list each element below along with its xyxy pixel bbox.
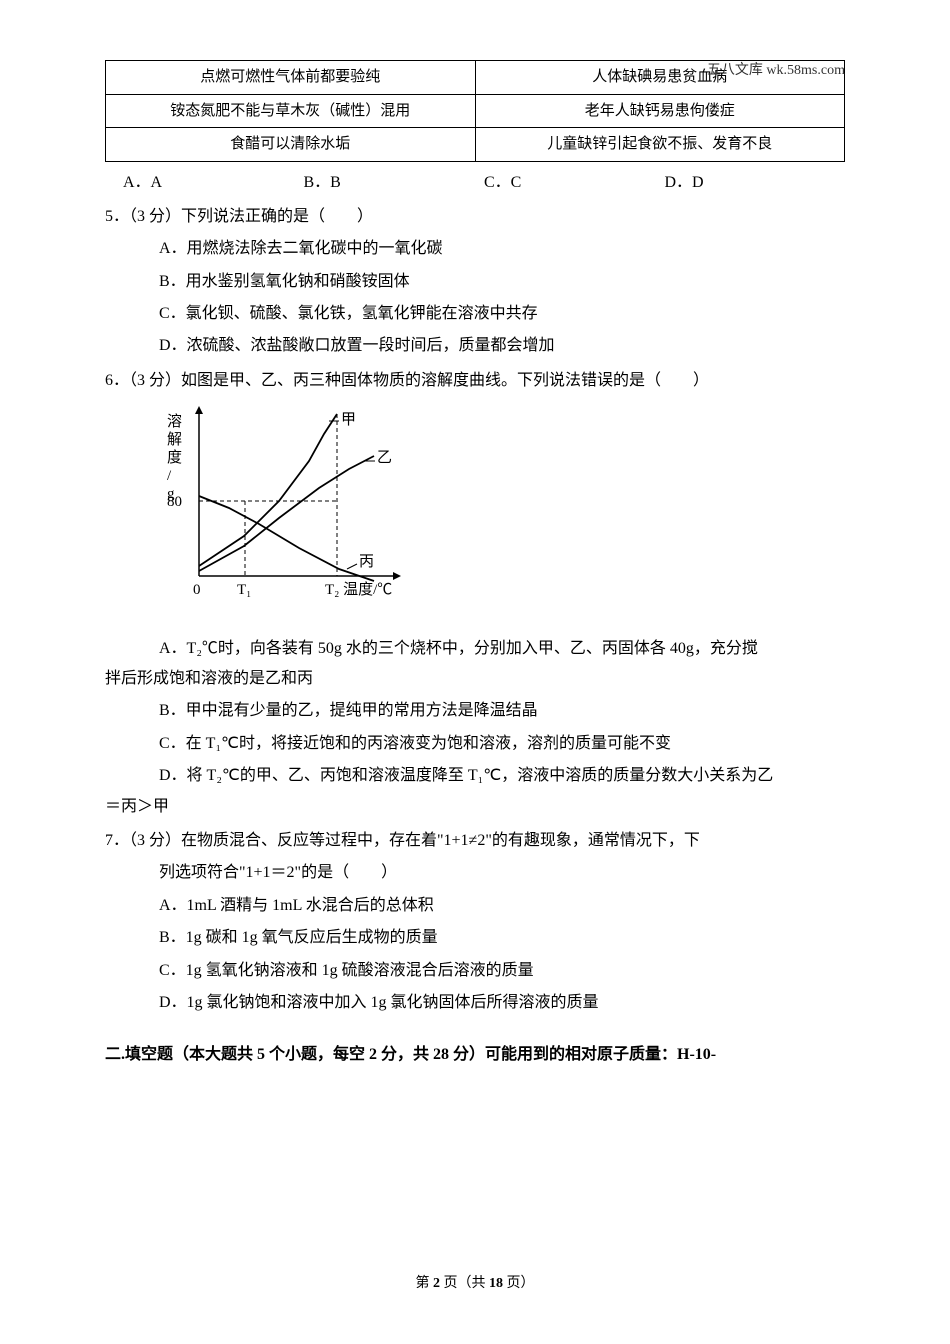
svg-text:溶: 溶 <box>167 413 182 430</box>
q6-d-line1: D．将 T₂℃的甲、乙、丙饱和溶液温度降至 T₁℃，溶液中溶质的质量分数大小关系… <box>105 761 845 791</box>
choice-d: D．D <box>665 168 846 198</box>
q5-stem: 5．（3 分）下列说法正确的是（ ） <box>105 202 845 232</box>
q5-c: C．氯化钡、硫酸、氯化铁，氢氧化钾能在溶液中共存 <box>105 299 845 329</box>
q7-c: C．1g 氢氧化钠溶液和 1g 硫酸溶液混合后溶液的质量 <box>105 956 845 986</box>
table-cell: 老年人缺钙易患佝偻症 <box>475 94 845 128</box>
solubility-svg: 溶解度/g800T₁T₂ 温度/℃甲乙丙 <box>159 406 419 616</box>
pager-suffix: 页） <box>503 1276 535 1291</box>
q6-b: B．甲中混有少量的乙，提纯甲的常用方法是降温结晶 <box>105 696 845 726</box>
choice-a: A．A <box>123 168 304 198</box>
pager-total: 18 <box>489 1276 503 1291</box>
q5-b: B．用水鉴别氢氧化钠和硝酸铵固体 <box>105 267 845 297</box>
q5-a: A．用燃烧法除去二氧化碳中的一氧化碳 <box>105 234 845 264</box>
q6-a-line2: 拌后形成饱和溶液的是乙和丙 <box>105 664 845 694</box>
q7-a: A．1mL 酒精与 1mL 水混合后的总体积 <box>105 891 845 921</box>
table-cell: 食醋可以清除水垢 <box>106 128 476 162</box>
choice-b: B．B <box>304 168 485 198</box>
svg-text:0: 0 <box>193 582 201 598</box>
svg-text:甲: 甲 <box>341 412 356 428</box>
q7-b: B．1g 碳和 1g 氧气反应后生成物的质量 <box>105 923 845 953</box>
q7-d: D．1g 氯化钠饱和溶液中加入 1g 氯化钠固体后所得溶液的质量 <box>105 988 845 1018</box>
q4-choices: A．A B．B C．C D．D <box>123 168 845 198</box>
svg-text:丙: 丙 <box>359 554 374 570</box>
section-2-title: 二.填空题（本大题共 5 个小题，每空 2 分，共 28 分）可能用到的相对原子… <box>105 1040 845 1070</box>
q7-stem-line2: 列选项符合"1+1＝2"的是（ ） <box>123 858 845 888</box>
watermark: 五八文库 wk.58ms.com <box>707 58 845 85</box>
svg-text:/: / <box>167 468 172 484</box>
table-row: 铵态氮肥不能与草木灰（碱性）混用 老年人缺钙易患佝偻症 <box>106 94 845 128</box>
pager-prefix: 第 <box>416 1276 434 1291</box>
solubility-graph: 溶解度/g800T₁T₂ 温度/℃甲乙丙 <box>159 406 845 627</box>
q6-d-line2: ＝丙＞甲 <box>105 792 845 822</box>
svg-text:T₂ 温度/℃: T₂ 温度/℃ <box>325 581 392 598</box>
table-cell: 点燃可燃性气体前都要验纯 <box>106 61 476 95</box>
svg-text:80: 80 <box>167 494 182 510</box>
table-cell: 铵态氮肥不能与草木灰（碱性）混用 <box>106 94 476 128</box>
table-row: 食醋可以清除水垢 儿童缺锌引起食欲不振、发育不良 <box>106 128 845 162</box>
page-footer: 第 2 页（共 18 页） <box>0 1271 950 1298</box>
q7-stem-line1: 7．（3 分）在物质混合、反应等过程中，存在着"1+1≠2"的有趣现象，通常情况… <box>105 826 845 856</box>
q6-c: C．在 T₁℃时，将接近饱和的丙溶液变为饱和溶液，溶剂的质量可能不变 <box>105 729 845 759</box>
pager-mid: 页（共 <box>440 1276 489 1291</box>
svg-text:解: 解 <box>167 431 182 448</box>
svg-text:乙: 乙 <box>377 450 392 466</box>
table-cell: 儿童缺锌引起食欲不振、发育不良 <box>475 128 845 162</box>
q5-d: D．浓硫酸、浓盐酸敞口放置一段时间后，质量都会增加 <box>105 331 845 361</box>
svg-text:T₁: T₁ <box>237 582 251 598</box>
choice-c: C．C <box>484 168 665 198</box>
svg-text:度: 度 <box>167 449 182 466</box>
pager-page: 2 <box>433 1276 440 1291</box>
q6-a-line1: A．T₂℃时，向各装有 50g 水的三个烧杯中，分别加入甲、乙、丙固体各 40g… <box>105 634 845 664</box>
q6-stem: 6．（3 分）如图是甲、乙、丙三种固体物质的溶解度曲线。下列说法错误的是（ ） <box>105 366 845 396</box>
